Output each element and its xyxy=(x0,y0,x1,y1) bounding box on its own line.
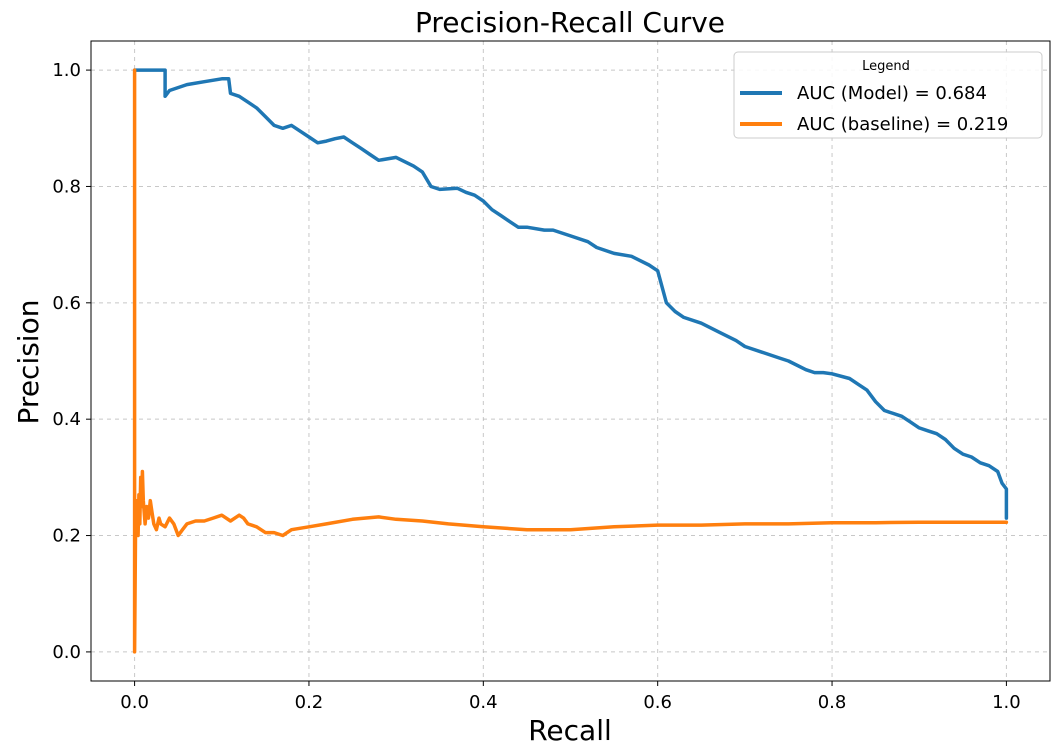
x-tick-label: 0.8 xyxy=(818,692,847,713)
chart-title: Precision-Recall Curve xyxy=(415,6,725,39)
x-tick-label: 0.0 xyxy=(120,692,149,713)
x-tick-label: 1.0 xyxy=(992,692,1021,713)
legend-title: Legend xyxy=(862,59,910,74)
legend: Legend AUC (Model) = 0.684 AUC (baseline… xyxy=(733,51,1043,139)
y-tick-label: 0.8 xyxy=(52,176,81,197)
x-tick-label: 0.4 xyxy=(469,692,498,713)
series-line-baseline xyxy=(132,68,1009,654)
legend-box xyxy=(733,51,1043,139)
x-axis-label: Recall xyxy=(528,714,612,747)
plot-frame xyxy=(90,40,1051,682)
legend-label-model: AUC (Model) = 0.684 xyxy=(797,83,987,104)
ticks: 0.0 0.2 0.4 0.6 0.8 1.0 0.0 0.2 0.4 0.6 0.8 1.0 xyxy=(52,60,1020,713)
legend-label-baseline: AUC (baseline) = 0.219 xyxy=(797,114,1008,135)
y-tick-label: 0.0 xyxy=(52,642,81,663)
series-line-model xyxy=(132,68,1009,520)
y-tick-label: 0.2 xyxy=(52,526,81,547)
x-tick-label: 0.6 xyxy=(643,692,672,713)
series-group xyxy=(132,68,1009,654)
y-tick-label: 1.0 xyxy=(52,60,81,81)
y-tick-label: 0.4 xyxy=(52,409,81,430)
x-tick-label: 0.2 xyxy=(295,692,324,713)
y-tick-label: 0.6 xyxy=(52,293,81,314)
y-axis-label: Precision xyxy=(12,300,45,425)
